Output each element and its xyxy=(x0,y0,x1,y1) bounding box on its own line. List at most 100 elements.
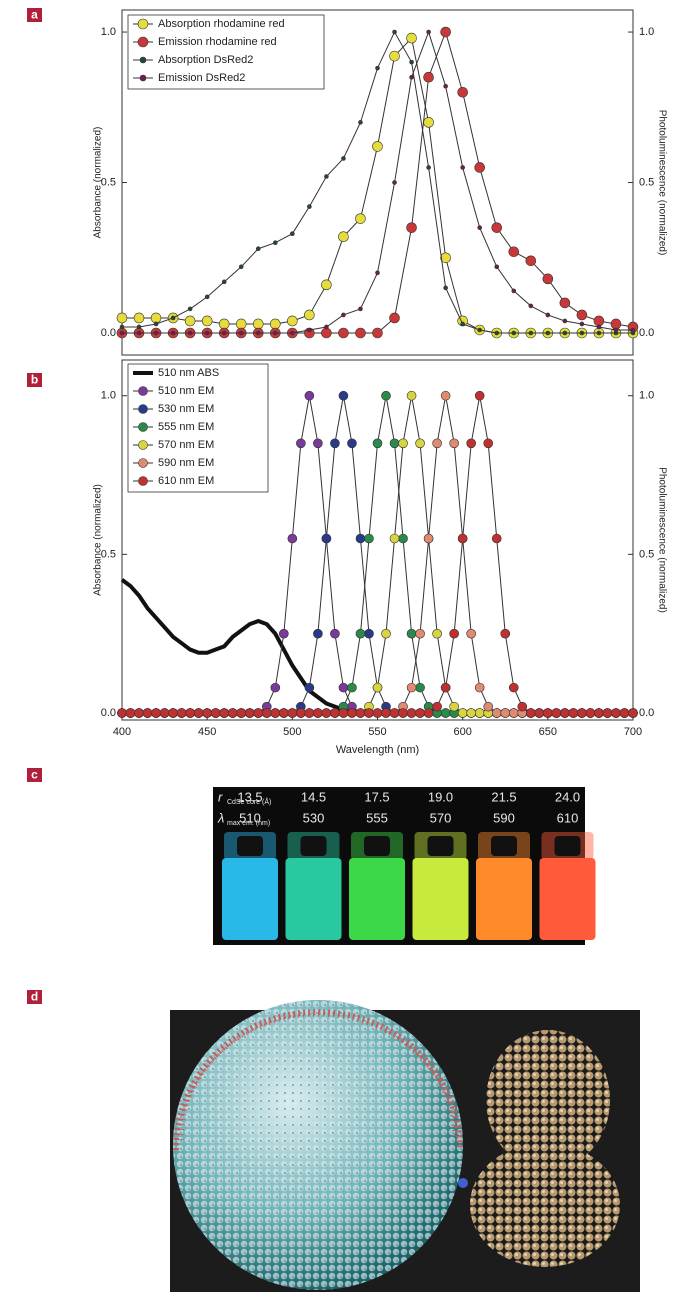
data-point xyxy=(443,83,448,89)
x-tick-label: 400 xyxy=(113,726,131,738)
data-point xyxy=(511,288,517,294)
vial xyxy=(476,858,532,940)
vial-cap-hole xyxy=(237,836,263,856)
data-point xyxy=(375,65,380,71)
data-point xyxy=(415,682,425,693)
x-axis-label: Wavelength (nm) xyxy=(336,744,419,756)
data-point xyxy=(375,270,380,276)
data-point xyxy=(474,162,486,173)
data-point xyxy=(133,312,145,324)
data-point xyxy=(341,156,346,161)
shell-cage xyxy=(173,1009,463,1151)
data-point xyxy=(330,628,340,639)
data-point xyxy=(355,628,366,639)
legend-marker xyxy=(137,36,149,48)
data-point xyxy=(159,708,170,718)
data-point xyxy=(307,204,312,209)
vials: 13.5 510 14.5 530 17.5 555 19.0 570 21.5 590 24.0 6… xyxy=(222,789,596,940)
data-point xyxy=(204,330,210,336)
data-point xyxy=(364,708,374,718)
lambda-subscript: max em. (nm) xyxy=(227,820,270,827)
y-tick-label: 0.0 xyxy=(101,327,116,339)
legend-marker xyxy=(138,476,148,486)
legend-label: 570 nm EM xyxy=(158,439,214,451)
legend-marker xyxy=(139,56,147,64)
data-point xyxy=(466,708,476,718)
core-radius: 14.5 xyxy=(301,789,326,804)
data-point xyxy=(134,708,144,718)
data-point xyxy=(392,29,397,35)
data-point xyxy=(602,708,613,718)
data-point xyxy=(338,231,349,242)
data-point xyxy=(389,708,400,718)
data-point xyxy=(221,279,227,285)
data-point xyxy=(611,708,621,718)
data-point xyxy=(255,246,261,252)
data-point xyxy=(432,438,442,449)
panel-c: c r CdSe core (Å) λ max em. (nm) 13.5 510… xyxy=(27,768,596,945)
data-point xyxy=(389,438,400,449)
data-point xyxy=(119,324,125,330)
linker xyxy=(458,1178,468,1188)
panel-label: b xyxy=(31,373,38,387)
x-tick-label: 650 xyxy=(539,726,557,738)
emission-max: 610 xyxy=(557,810,579,825)
data-point xyxy=(593,315,605,327)
panel-label-box xyxy=(27,768,42,782)
data-point xyxy=(562,330,568,336)
panel-label-box xyxy=(27,373,42,387)
y2-axis-label: Photoluminescence (normalized) xyxy=(656,110,667,256)
data-point xyxy=(170,315,176,321)
panel-d: d xyxy=(27,990,640,1292)
data-point xyxy=(184,315,196,327)
data-point xyxy=(272,240,278,246)
core-radius: 24.0 xyxy=(555,789,580,804)
data-point xyxy=(219,708,229,718)
data-point xyxy=(304,708,315,718)
data-point xyxy=(221,330,227,336)
data-point xyxy=(255,330,261,336)
data-point xyxy=(170,330,176,336)
data-point xyxy=(525,255,537,267)
x-tick-label: 500 xyxy=(283,726,301,738)
data-point xyxy=(560,708,570,718)
x-tick-label: 600 xyxy=(453,726,471,738)
data-point xyxy=(304,682,315,693)
data-point xyxy=(440,252,451,264)
data-point xyxy=(423,71,434,83)
emission-max: 590 xyxy=(493,810,515,825)
legend-marker xyxy=(138,404,148,414)
data-point xyxy=(613,327,619,333)
data-point xyxy=(304,309,315,321)
data-point xyxy=(432,701,442,712)
data-point xyxy=(500,628,511,639)
protein xyxy=(486,1030,610,1170)
data-point xyxy=(347,438,357,449)
data-point xyxy=(187,306,193,312)
protein xyxy=(470,1143,620,1267)
y2-tick-label: 0.5 xyxy=(639,176,654,188)
data-point xyxy=(136,330,142,336)
data-point xyxy=(389,312,400,324)
data-point xyxy=(119,330,125,336)
data-point xyxy=(269,318,281,330)
data-point xyxy=(491,708,502,718)
data-point xyxy=(338,708,349,718)
data-point xyxy=(426,165,431,170)
data-point xyxy=(142,708,153,718)
data-point xyxy=(151,708,161,718)
data-point xyxy=(474,682,485,693)
data-point xyxy=(364,628,374,639)
data-point xyxy=(347,708,357,718)
data-point xyxy=(117,708,127,718)
vial-cap-hole xyxy=(427,836,454,856)
data-point xyxy=(398,708,408,718)
data-point xyxy=(321,279,332,291)
legend-label: 590 nm EM xyxy=(158,457,214,469)
data-point xyxy=(324,324,329,330)
data-point xyxy=(494,330,500,336)
data-point xyxy=(406,32,417,44)
data-point xyxy=(406,708,417,718)
data-point xyxy=(201,315,213,327)
